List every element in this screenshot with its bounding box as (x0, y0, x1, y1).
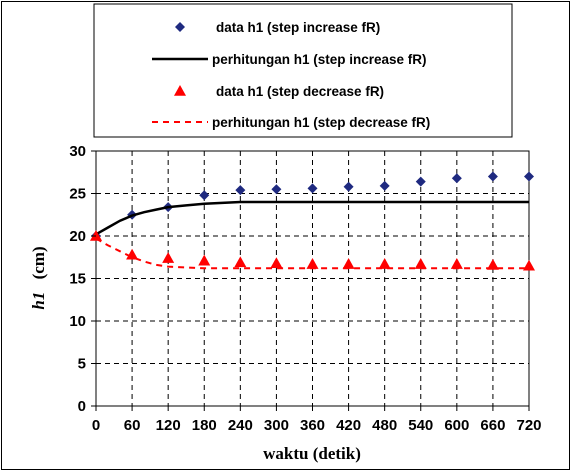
data-point (306, 258, 319, 269)
x-tick-label: 720 (516, 417, 541, 434)
legend-entry: data h1 (step increase fR) (175, 20, 380, 35)
series-layer (90, 171, 535, 271)
legend-label: data h1 (step increase fR) (216, 20, 380, 35)
series-3 (95, 237, 529, 270)
legend-box (93, 3, 513, 138)
x-tick-label: 540 (408, 417, 433, 434)
series-line (95, 200, 529, 236)
x-tick-label: 660 (480, 417, 505, 434)
gridlines (96, 151, 529, 406)
data-point (451, 173, 462, 184)
x-tick-label: 60 (124, 417, 141, 434)
legend-label: data h1 (step decrease fR) (216, 84, 384, 99)
series-line (95, 237, 529, 270)
data-point (379, 180, 390, 191)
data-point (342, 258, 355, 269)
data-point (235, 185, 246, 196)
data-point (523, 259, 535, 271)
x-tick-label: 360 (300, 417, 325, 434)
x-tick-label: 300 (264, 417, 289, 434)
y-tick-label: 30 (69, 143, 86, 160)
data-point (90, 230, 102, 241)
x-tick-label: 600 (444, 417, 469, 434)
x-axis-ticks: 0 60 120 180 240 300 360 420 480 540 600 660 720 (92, 406, 542, 434)
data-point (487, 171, 498, 182)
legend-swatch (174, 85, 186, 96)
y-tick-label: 10 (69, 313, 86, 330)
data-point (415, 176, 426, 187)
y-axis-title: h1 (cm) (29, 246, 48, 309)
y-tick-label: 25 (69, 186, 86, 203)
data-point (162, 252, 175, 263)
legend-entry: perhitungan h1 (step decrease fR) (152, 115, 430, 130)
data-point (343, 181, 354, 192)
y-tick-label: 0 (78, 398, 86, 415)
x-tick-label: 240 (228, 417, 253, 434)
data-point (307, 183, 318, 194)
y-axis-title-unit: (cm) (29, 246, 48, 279)
legend-label: perhitungan h1 (step decrease fR) (212, 115, 430, 130)
data-point (270, 257, 283, 268)
data-point (234, 256, 247, 268)
x-tick-label: 180 (192, 417, 217, 434)
y-tick-label: 5 (78, 356, 86, 373)
plot-area (90, 150, 535, 407)
legend-swatch (175, 22, 185, 32)
y-tick-label: 20 (69, 228, 86, 245)
legend-entry: perhitungan h1 (step increase fR) (152, 52, 427, 67)
legend: data h1 (step increase fR) perhitungan h1… (93, 3, 513, 138)
data-point (271, 184, 282, 195)
data-point (414, 258, 427, 269)
x-tick-label: 420 (336, 417, 361, 434)
data-point (199, 190, 210, 201)
data-point (378, 258, 391, 269)
data-point (450, 258, 463, 269)
data-point (524, 171, 534, 182)
series-1 (95, 200, 529, 236)
y-axis-ticks: 0 5 10 15 20 25 30 (69, 143, 96, 415)
data-point (198, 254, 211, 266)
legend-label: perhitungan h1 (step increase fR) (212, 52, 427, 67)
y-tick-label: 15 (69, 271, 86, 288)
x-tick-label: 120 (156, 417, 181, 434)
x-tick-label: 480 (372, 417, 397, 434)
y-axis-title-symbol: h1 (29, 292, 48, 310)
data-point (486, 258, 499, 270)
x-axis-title: waktu (detik) (263, 444, 361, 463)
x-tick-label: 0 (92, 417, 100, 434)
legend-entry: data h1 (step decrease fR) (174, 84, 384, 99)
